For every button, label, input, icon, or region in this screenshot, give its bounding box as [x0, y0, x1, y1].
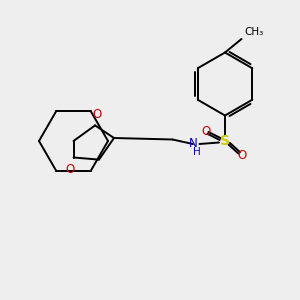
Text: S: S — [220, 134, 230, 148]
Text: O: O — [237, 148, 246, 162]
Text: O: O — [92, 108, 101, 121]
Text: O: O — [65, 163, 74, 176]
Text: CH₃: CH₃ — [244, 27, 263, 37]
Text: O: O — [201, 125, 210, 139]
Text: H: H — [193, 147, 201, 158]
Text: N: N — [189, 137, 198, 151]
